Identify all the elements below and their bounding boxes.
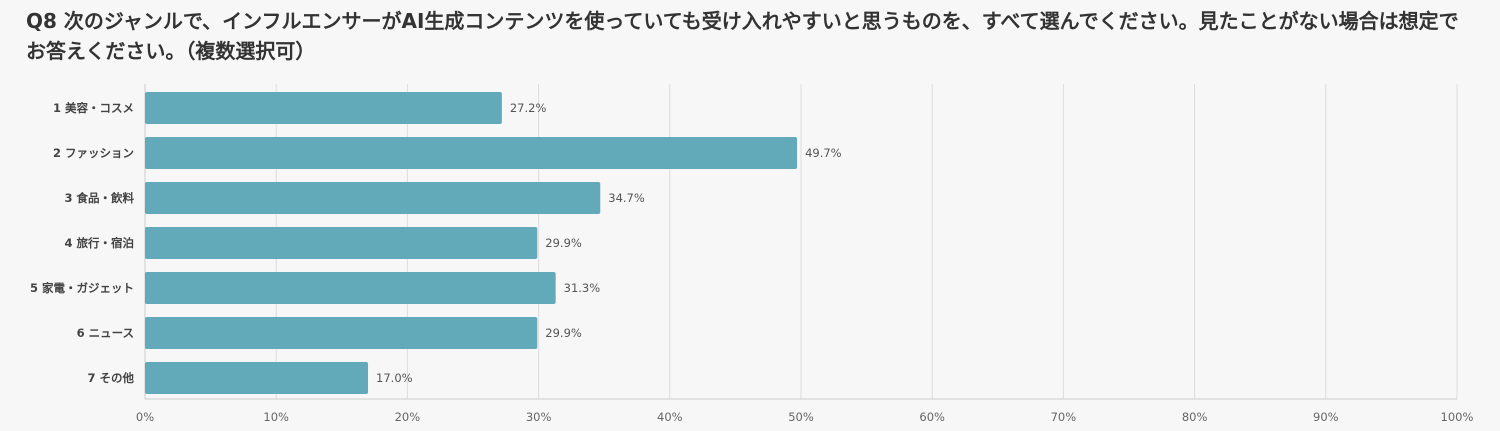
- x-tick-label: 90%: [1313, 410, 1339, 424]
- value-label: 34.7%: [608, 191, 645, 205]
- value-label: 49.7%: [805, 146, 842, 160]
- bar: [145, 362, 369, 394]
- value-label: 17.0%: [376, 371, 413, 385]
- category-label: 7 その他: [87, 371, 134, 385]
- bars: [145, 92, 798, 394]
- bar: [145, 317, 538, 349]
- bar: [145, 227, 538, 259]
- x-tick-label: 60%: [919, 410, 945, 424]
- gridlines: [144, 84, 1458, 400]
- x-tick-label: 80%: [1182, 410, 1208, 424]
- x-tick-label: 70%: [1051, 410, 1077, 424]
- bar: [145, 182, 601, 214]
- category-label: 2 ファッション: [53, 146, 134, 160]
- x-tick-label: 50%: [788, 410, 814, 424]
- value-label: 31.3%: [564, 281, 601, 295]
- value-label: 29.9%: [545, 236, 582, 250]
- category-label: 6 ニュース: [77, 326, 134, 340]
- bar: [145, 137, 798, 169]
- x-tick-label: 10%: [263, 410, 289, 424]
- x-tick-label: 30%: [526, 410, 552, 424]
- bar: [145, 272, 556, 304]
- category-label: 1 美容・コスメ: [53, 101, 134, 115]
- labels: 0% 10% 20% 30% 40% 50% 60% 70% 80% 90% 100% 1 美容・コス…: [30, 101, 1474, 424]
- question-title: Q8 次のジャンルで、インフルエンサーがAI生成コンテンツを使っていても受け入れ…: [26, 9, 1459, 63]
- category-label: 5 家電・ガジェット: [30, 281, 134, 295]
- value-label: 27.2%: [510, 101, 547, 115]
- x-tick-label: 100%: [1441, 410, 1474, 424]
- category-label: 3 食品・飲料: [64, 191, 134, 205]
- value-label: 29.9%: [545, 326, 582, 340]
- category-label: 4 旅行・宿泊: [64, 236, 134, 250]
- x-tick-label: 40%: [657, 410, 683, 424]
- x-tick-label: 20%: [395, 410, 421, 424]
- bar: [145, 92, 502, 124]
- x-tick-label: 0%: [136, 410, 154, 424]
